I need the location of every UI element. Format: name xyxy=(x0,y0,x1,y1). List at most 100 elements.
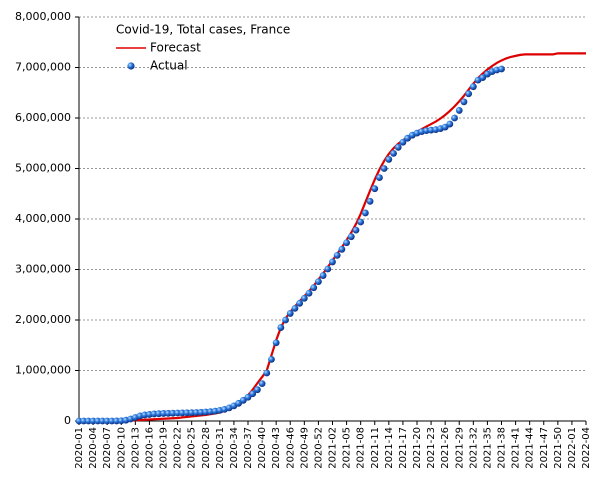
data-point xyxy=(324,265,332,273)
x-tick-label: 2021-44 xyxy=(525,427,536,469)
data-point xyxy=(376,174,383,181)
data-point xyxy=(333,251,341,259)
data-point xyxy=(352,226,360,234)
data-point xyxy=(305,289,313,297)
y-tick-label: 8,000,000 xyxy=(15,10,71,23)
x-tick-label: 2020-22 xyxy=(173,427,184,469)
x-tick-label: 2021-23 xyxy=(426,427,437,469)
legend-title: Covid-19, Total cases, France xyxy=(116,23,290,37)
data-point xyxy=(94,417,102,425)
y-tick-label: 4,000,000 xyxy=(15,212,71,225)
x-tick-label: 2020-07 xyxy=(102,427,113,469)
y-tick-label: 0 xyxy=(64,414,71,427)
legend-label: Forecast xyxy=(150,41,201,55)
data-point xyxy=(277,324,285,331)
data-point xyxy=(446,120,454,128)
data-point xyxy=(300,294,308,302)
data-point xyxy=(465,90,473,98)
data-point xyxy=(84,417,92,425)
data-point xyxy=(99,417,106,425)
data-point xyxy=(291,304,299,312)
data-point xyxy=(361,209,369,217)
data-point xyxy=(469,83,477,91)
x-tick-label: 2021-35 xyxy=(482,427,493,469)
data-point xyxy=(282,316,289,324)
data-point xyxy=(399,138,407,146)
data-point xyxy=(286,310,294,317)
x-tick-label: 2020-40 xyxy=(257,427,268,469)
data-point xyxy=(338,245,346,253)
data-point xyxy=(108,417,116,425)
x-tick-label: 2021-50 xyxy=(553,427,564,469)
data-point xyxy=(394,143,402,151)
x-tick-label: 2020-01 xyxy=(74,427,85,469)
x-tick-label: 2020-04 xyxy=(88,427,99,469)
x-tick-label: 2021-47 xyxy=(539,427,550,469)
data-point xyxy=(455,107,463,114)
x-tick-label: 2021-32 xyxy=(468,427,479,469)
data-point xyxy=(357,218,365,226)
y-tick-label: 1,000,000 xyxy=(15,364,71,377)
forecast-line xyxy=(79,52,586,423)
y-tick-label: 6,000,000 xyxy=(15,111,71,124)
x-tick-label: 2020-46 xyxy=(285,427,296,469)
x-tick-label: 2020-19 xyxy=(159,427,170,469)
x-tick-label: 2021-08 xyxy=(356,427,367,469)
x-tick-label: 2021-41 xyxy=(511,427,522,469)
data-point xyxy=(390,149,397,157)
y-tick-label: 7,000,000 xyxy=(15,61,71,74)
x-tick-label: 2022-01 xyxy=(567,427,578,469)
x-tick-label: 2021-26 xyxy=(440,427,451,469)
x-tick-label: 2020-49 xyxy=(299,427,310,469)
data-point xyxy=(319,272,327,279)
data-point xyxy=(272,339,280,347)
data-point xyxy=(89,417,97,425)
x-tick-label: 2020-10 xyxy=(116,427,127,469)
y-tick-label: 2,000,000 xyxy=(15,313,71,326)
legend-swatch xyxy=(127,62,135,70)
data-point xyxy=(263,369,271,377)
data-point xyxy=(253,386,261,394)
y-tick-label: 5,000,000 xyxy=(15,162,71,175)
x-tick-label: 2021-14 xyxy=(384,427,395,469)
x-tick-label: 2020-13 xyxy=(130,427,141,469)
x-tick-label: 2020-37 xyxy=(243,427,254,469)
x-tick-label: 2021-38 xyxy=(497,427,508,469)
data-point xyxy=(75,417,83,425)
y-tick-label: 3,000,000 xyxy=(15,263,71,276)
x-tick-label: 2021-29 xyxy=(454,427,465,469)
data-point xyxy=(343,239,350,247)
x-tick-label: 2021-17 xyxy=(398,427,409,469)
data-point xyxy=(310,284,318,292)
x-tick-label: 2020-31 xyxy=(215,427,226,469)
data-point xyxy=(479,74,487,81)
data-point xyxy=(451,114,458,122)
data-point xyxy=(385,156,393,163)
data-point xyxy=(371,185,379,193)
x-tick-label: 2020-28 xyxy=(201,427,212,469)
data-point xyxy=(380,165,388,172)
data-point xyxy=(460,98,468,106)
x-tick-label: 2021-20 xyxy=(412,427,423,469)
data-point xyxy=(244,393,252,401)
data-point xyxy=(103,417,111,425)
x-tick-label: 2021-05 xyxy=(342,427,353,469)
x-tick-label: 2020-52 xyxy=(313,427,324,469)
data-point xyxy=(366,197,374,205)
data-point xyxy=(347,233,355,241)
data-point xyxy=(296,299,304,307)
data-point xyxy=(329,258,336,266)
x-tick-label: 2020-43 xyxy=(271,427,282,469)
legend-label: Actual xyxy=(150,59,188,73)
x-tick-label: 2021-02 xyxy=(328,427,339,469)
x-tick-label: 2020-25 xyxy=(187,427,198,469)
data-point xyxy=(249,390,257,398)
x-tick-label: 2021-11 xyxy=(370,427,381,469)
data-point xyxy=(498,65,505,73)
data-point xyxy=(315,278,322,286)
data-point xyxy=(80,417,88,425)
x-tick-label: 2022-04 xyxy=(581,427,592,469)
x-tick-label: 2020-34 xyxy=(229,427,240,469)
x-tick-label: 2020-16 xyxy=(144,427,155,469)
